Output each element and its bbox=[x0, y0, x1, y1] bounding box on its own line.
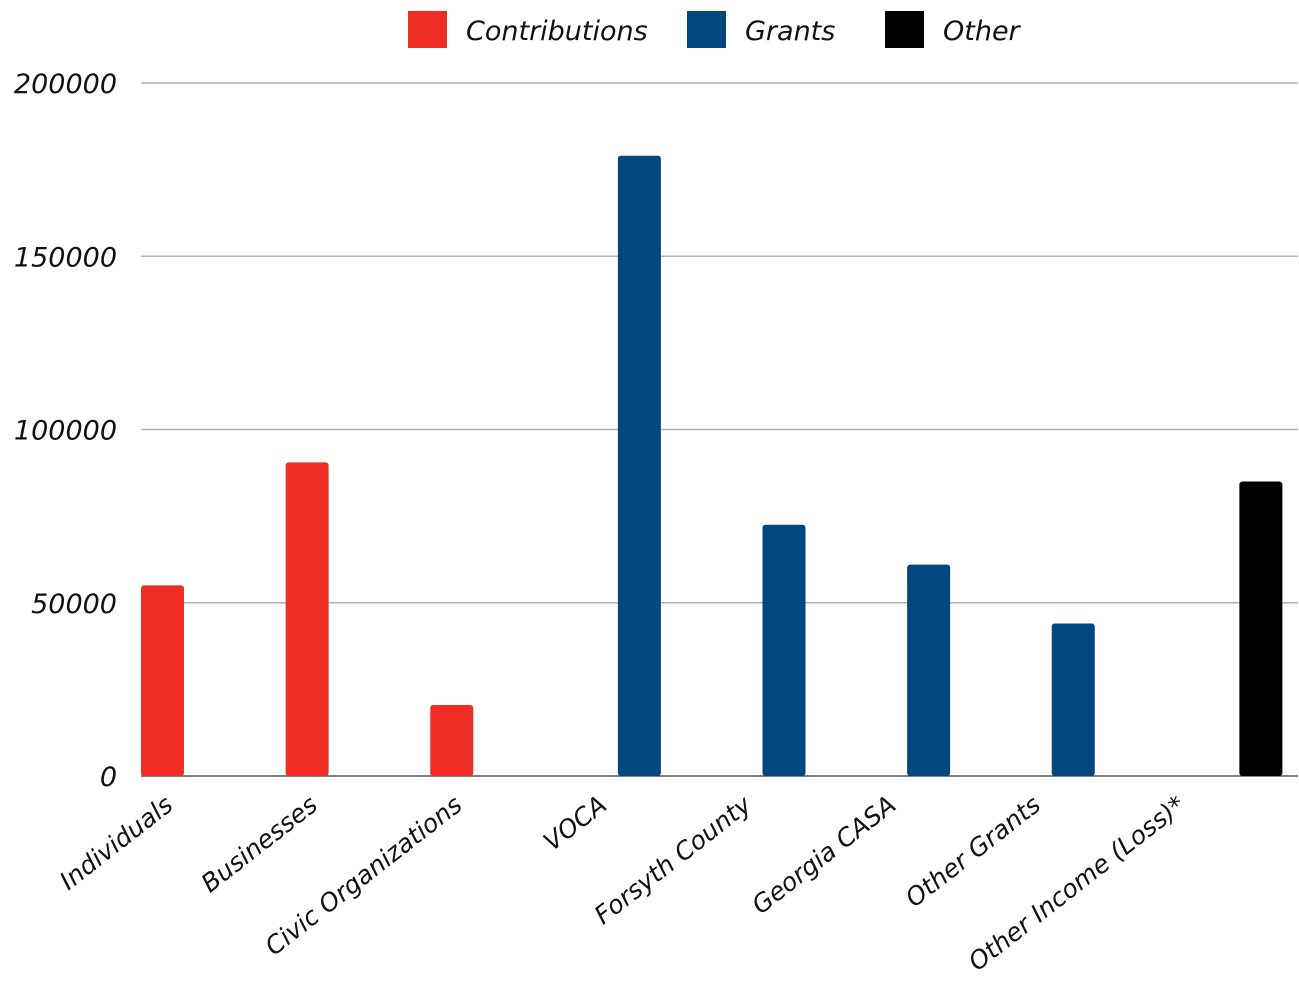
y-tick-label-100000: 100000 bbox=[14, 416, 117, 447]
x-category-label-other-grants: Other Grants bbox=[900, 790, 1046, 913]
x-category-label-georgia-casa: Georgia CASA bbox=[746, 790, 901, 920]
bar-civic-organizations-contributions bbox=[430, 704, 474, 776]
x-category-label-individuals: Individuals bbox=[54, 790, 178, 896]
legend-swatch-other bbox=[885, 11, 924, 48]
legend-label-other: Other bbox=[943, 16, 1022, 47]
bars bbox=[141, 155, 1283, 776]
bar-forsyth-county-grants bbox=[762, 524, 806, 776]
y-tick-label-0: 0 bbox=[100, 762, 117, 793]
gridlines bbox=[141, 82, 1298, 777]
bar-individuals-contributions bbox=[141, 585, 184, 776]
y-tick-label-200000: 200000 bbox=[14, 69, 117, 100]
x-category-label-forsyth-county: Forsyth County bbox=[589, 789, 758, 930]
legend-label-contributions: Contributions bbox=[466, 16, 648, 47]
x-category-label-voca: VOCA bbox=[538, 790, 612, 857]
legend-label-grants: Grants bbox=[745, 16, 835, 47]
legend: Contributions Grants Other bbox=[408, 11, 1022, 48]
y-axis: 0 50000 100000 150000 200000 bbox=[14, 69, 117, 793]
bar-voca-grants bbox=[617, 155, 661, 776]
y-tick-label-150000: 150000 bbox=[14, 242, 117, 273]
x-category-label-businesses: Businesses bbox=[196, 790, 323, 898]
legend-swatch-grants bbox=[687, 11, 726, 48]
bar-businesses-contributions bbox=[285, 462, 329, 776]
legend-swatch-contributions bbox=[408, 11, 447, 48]
bar-georgia-casa-grants bbox=[907, 564, 951, 776]
y-tick-label-50000: 50000 bbox=[31, 589, 117, 620]
bar-other-income-loss-other bbox=[1239, 481, 1283, 776]
bar-other-grants-grants bbox=[1051, 623, 1095, 776]
